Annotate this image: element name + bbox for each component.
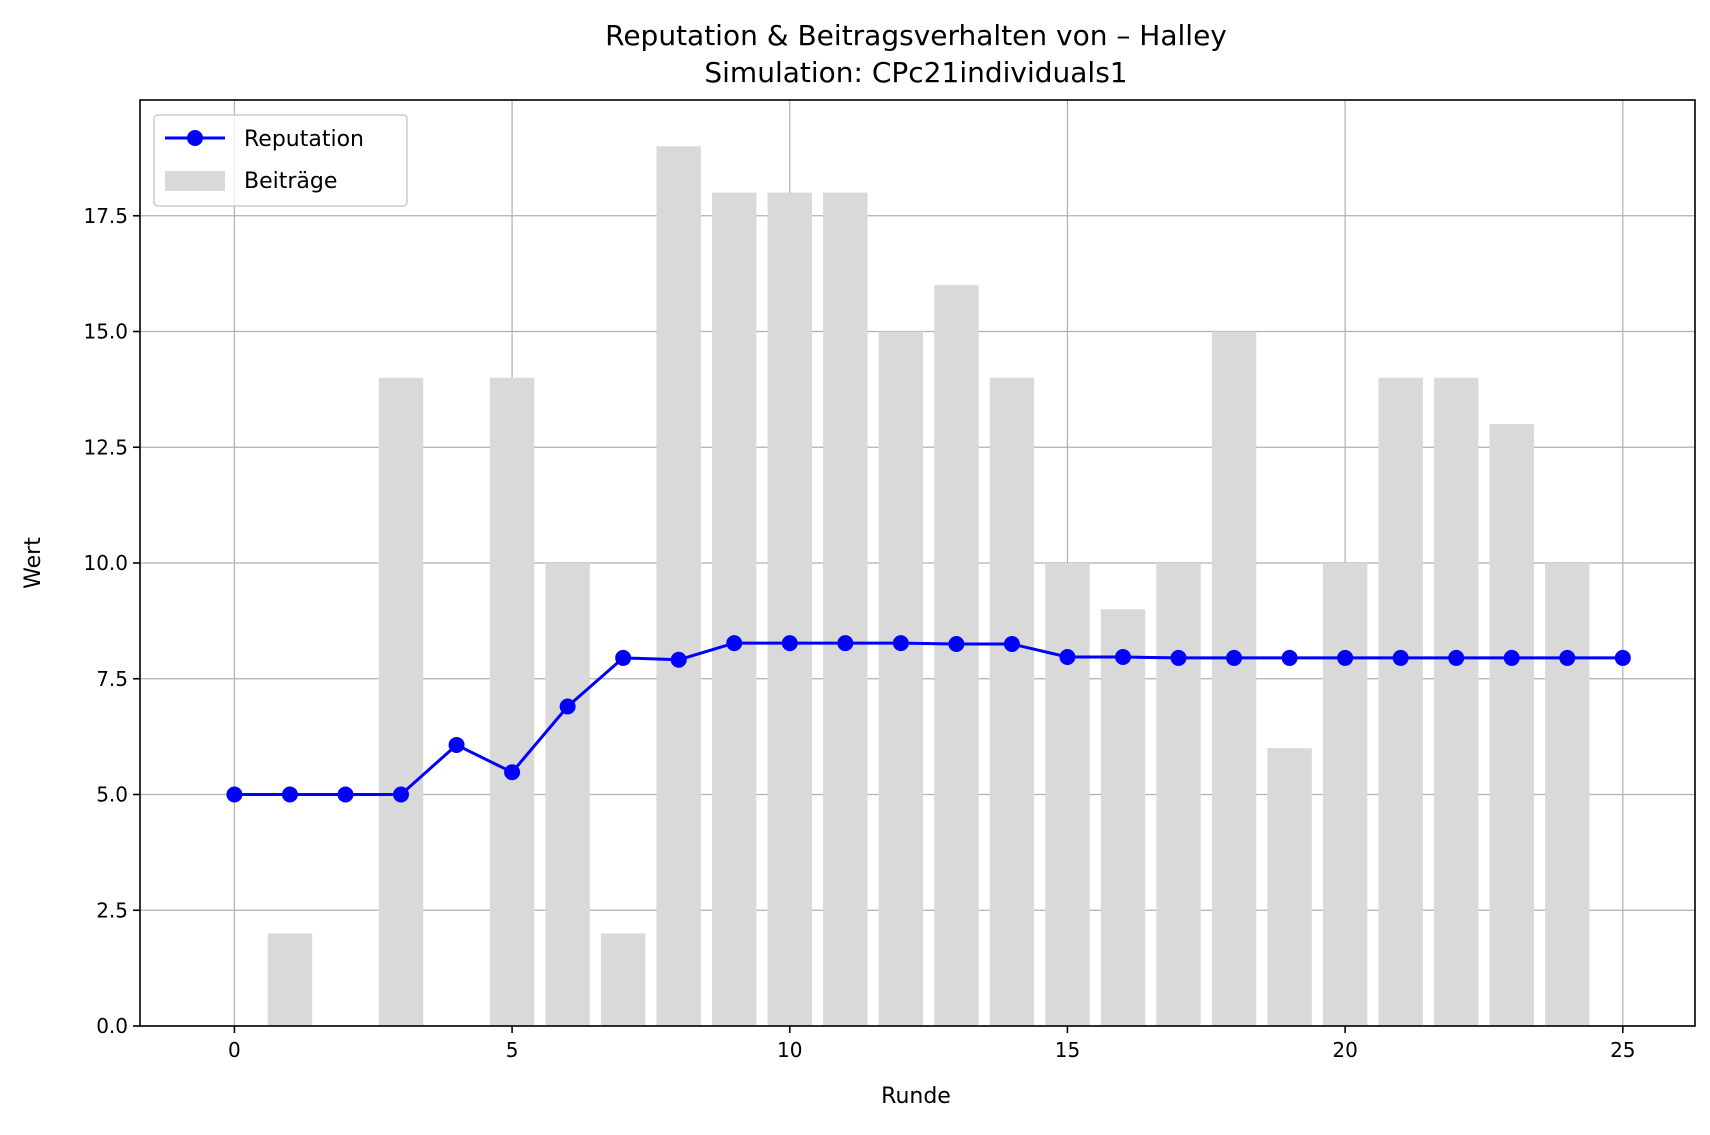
reputation-point-12: [892, 635, 909, 652]
x-tick-label-4: 20: [1332, 1038, 1357, 1062]
x-tick-label-3: 15: [1055, 1038, 1080, 1062]
reputation-point-2: [337, 786, 354, 803]
reputation-point-23: [1503, 649, 1520, 666]
reputation-line: [234, 641, 1623, 796]
bar-beitraege-3: [378, 377, 424, 1026]
bar-beitraege-12: [878, 331, 924, 1026]
bar-beitraege-23: [1489, 424, 1534, 1027]
bar-beitraege-9: [712, 192, 757, 1027]
bar-beitraege-11: [823, 192, 868, 1027]
reputation-point-22: [1448, 649, 1465, 666]
chart-subtitle: Simulation: CPc21individuals1: [704, 56, 1127, 89]
bar-beitraege-20: [1322, 563, 1368, 1026]
y-tick-label-5: 12.5: [83, 435, 128, 459]
legend-label-beitraege: Beiträge: [244, 169, 337, 194]
x-tick-label-0: 0: [228, 1038, 241, 1062]
bar-beitraege-1: [267, 933, 313, 1026]
bar-beitraege-6: [545, 563, 590, 1026]
bar-series: [267, 146, 1590, 1027]
bar-beitraege-13: [934, 285, 979, 1026]
bar-beitraege-18: [1211, 331, 1257, 1026]
reputation-point-4: [448, 736, 465, 753]
bar-beitraege-24: [1545, 563, 1590, 1026]
bar-beitraege-10: [767, 192, 812, 1027]
reputation-point-18: [1226, 649, 1243, 666]
reputation-point-0: [226, 786, 243, 803]
bar-beitraege-16: [1100, 609, 1146, 1026]
legend-reputation-marker-swatch: [187, 130, 203, 146]
bar-beitraege-19: [1267, 748, 1312, 1026]
y-tick-label-4: 10.0: [83, 551, 128, 575]
y-tick-label-7: 17.5: [83, 204, 128, 228]
chart-title: Reputation & Beitragsverhalten von – Hal…: [605, 19, 1227, 52]
reputation-point-6: [559, 698, 576, 715]
x-tick-label-5: 25: [1610, 1038, 1635, 1062]
x-tick-label-2: 10: [777, 1038, 802, 1062]
reputation-point-7: [615, 649, 632, 666]
y-tick-label-6: 15.0: [83, 320, 128, 344]
bar-beitraege-8: [656, 146, 701, 1027]
legend: Reputation Beiträge: [153, 114, 408, 207]
reputation-point-5: [504, 764, 521, 781]
reputation-point-20: [1337, 649, 1354, 666]
x-axis-label: Runde: [881, 1084, 951, 1109]
reputation-point-17: [1170, 649, 1187, 666]
y-tick-label-1: 2.5: [96, 898, 128, 922]
bar-beitraege-22: [1433, 377, 1479, 1026]
bar-beitraege-17: [1156, 563, 1201, 1026]
reputation-point-19: [1281, 649, 1298, 666]
reputation-point-3: [393, 786, 410, 803]
tick-labels: 0 5 10 15 20 25 0.0 2.5 5.0 7.5 10.0 12.5 15.0 17.5: [83, 204, 1635, 1062]
reputation-point-25: [1614, 649, 1631, 666]
reputation-point-9: [726, 635, 743, 652]
reputation-point-24: [1559, 649, 1576, 666]
y-axis-label: Wert: [21, 537, 46, 589]
reputation-point-14: [1003, 636, 1020, 653]
bar-beitraege-7: [600, 933, 646, 1026]
reputation-point-10: [781, 635, 798, 652]
bar-beitraege-15: [1045, 563, 1090, 1026]
legend-beitraege-swatch: [165, 171, 225, 191]
y-tick-label-3: 7.5: [96, 667, 128, 691]
bar-beitraege-5: [489, 377, 535, 1026]
x-tick-label-1: 5: [506, 1038, 519, 1062]
reputation-point-15: [1059, 648, 1076, 665]
reputation-point-16: [1114, 648, 1131, 665]
reputation-point-11: [837, 635, 854, 652]
reputation-point-1: [281, 786, 298, 803]
reputation-point-21: [1392, 649, 1409, 666]
bar-beitraege-14: [989, 377, 1035, 1026]
bar-beitraege-21: [1378, 377, 1423, 1026]
legend-label-reputation: Reputation: [244, 127, 364, 152]
y-tick-label-0: 0.0: [96, 1014, 128, 1038]
reputation-point-8: [670, 651, 687, 668]
y-tick-label-2: 5.0: [96, 783, 128, 807]
line-series: [226, 635, 1631, 803]
reputation-point-13: [948, 636, 965, 653]
